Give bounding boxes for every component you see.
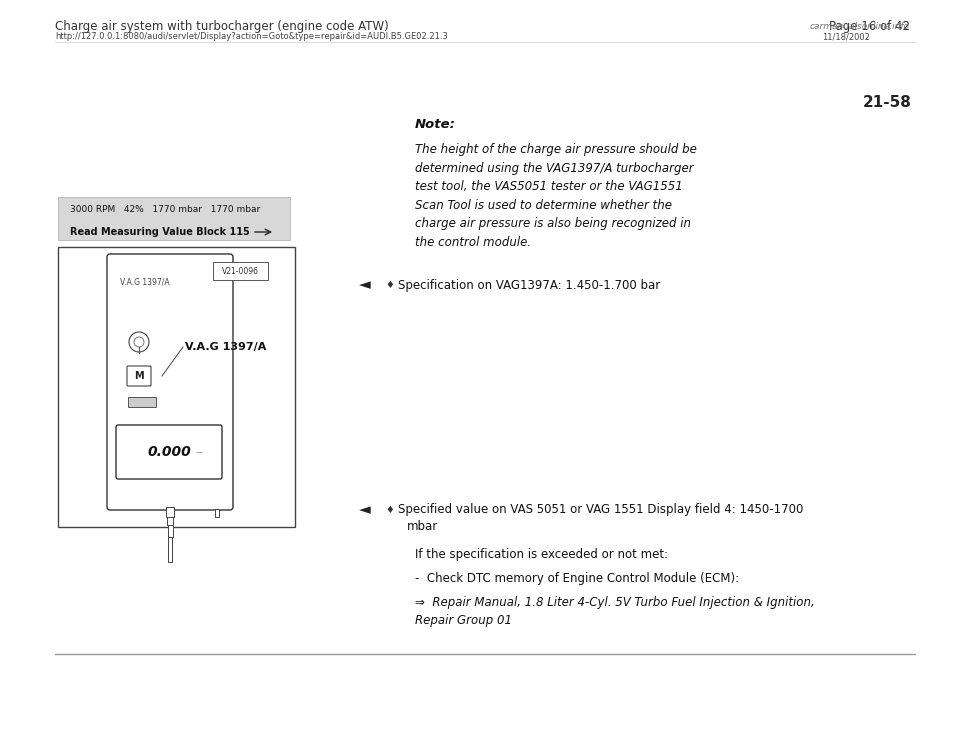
Text: mbar: mbar: [407, 520, 439, 533]
FancyBboxPatch shape: [116, 425, 222, 479]
FancyBboxPatch shape: [107, 254, 233, 510]
Text: Charge air system with turbocharger (engine code ATW): Charge air system with turbocharger (eng…: [55, 20, 389, 33]
Text: ⇒  Repair Manual, 1.8 Liter 4-Cyl. 5V Turbo Fuel Injection & Ignition,: ⇒ Repair Manual, 1.8 Liter 4-Cyl. 5V Tur…: [415, 596, 815, 609]
Bar: [168, 537, 172, 562]
Bar: [166, 507, 174, 517]
Bar: [215, 509, 219, 517]
Bar: [128, 397, 156, 407]
Bar: [58, 197, 290, 240]
Text: Repair Group 01: Repair Group 01: [415, 614, 512, 627]
Text: 21-58: 21-58: [863, 95, 912, 110]
Text: Read Measuring Value Block 115: Read Measuring Value Block 115: [70, 227, 250, 237]
Text: http://127.0.0.1:8080/audi/servlet/Display?action=Goto&type=repair&id=AUDI.B5.GE: http://127.0.0.1:8080/audi/servlet/Displ…: [55, 32, 448, 41]
Circle shape: [134, 337, 144, 347]
Text: 11/18/2002: 11/18/2002: [822, 32, 870, 41]
Text: V21-0096: V21-0096: [222, 266, 258, 275]
Text: If the specification is exceeded or not met:: If the specification is exceeded or not …: [415, 548, 668, 561]
Text: V.A.G 1397/A: V.A.G 1397/A: [185, 342, 266, 352]
Text: 0.000: 0.000: [148, 445, 192, 459]
Text: ◄: ◄: [359, 278, 371, 292]
Bar: [213, 262, 268, 280]
Text: Page 16 of 42: Page 16 of 42: [829, 20, 910, 33]
Text: -  Check DTC memory of Engine Control Module (ECM):: - Check DTC memory of Engine Control Mod…: [415, 572, 739, 585]
Text: 3000 RPM   42%   1770 mbar   1770 mbar: 3000 RPM 42% 1770 mbar 1770 mbar: [70, 205, 260, 214]
FancyBboxPatch shape: [127, 366, 151, 386]
Text: Specified value on VAS 5051 or VAG 1551 Display field 4: 1450-1700: Specified value on VAS 5051 or VAG 1551 …: [398, 504, 804, 516]
Text: Specification on VAG1397A: 1.450-1.700 bar: Specification on VAG1397A: 1.450-1.700 b…: [398, 278, 660, 292]
Text: ♦: ♦: [385, 280, 394, 290]
Text: The height of the charge air pressure should be
determined using the VAG1397/A t: The height of the charge air pressure sh…: [415, 143, 697, 249]
Text: V.A.G 1397/A: V.A.G 1397/A: [120, 277, 170, 286]
Bar: [58, 247, 295, 527]
Bar: [167, 517, 173, 525]
Text: carmanualsonline.info: carmanualsonline.info: [810, 22, 910, 31]
Text: —: —: [196, 449, 203, 455]
Text: ◄: ◄: [359, 502, 371, 517]
Text: ♦: ♦: [385, 505, 394, 515]
Bar: [167, 525, 173, 537]
Text: M: M: [134, 371, 144, 381]
Text: Note:: Note:: [415, 118, 456, 131]
Circle shape: [129, 332, 149, 352]
